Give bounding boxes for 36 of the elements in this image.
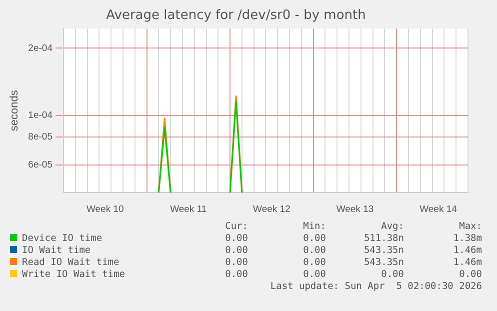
text: 0.00 [224, 269, 248, 281]
text: 0.00 [458, 269, 482, 281]
text: 0.00 [224, 233, 248, 245]
x-tick-label: Week 12 [253, 204, 290, 215]
text: 543.35n [362, 257, 404, 269]
chart-title: Average latency for /dev/sr0 - by month [106, 8, 366, 24]
text: Cur: [224, 221, 248, 233]
text: 0.00 [302, 257, 326, 269]
text: Min: [302, 221, 326, 233]
legend-label: IO Wait time [22, 245, 91, 256]
text: Avg: [380, 221, 404, 233]
legend-label: Read IO Wait time [22, 257, 120, 268]
x-tick-label: Week 10 [86, 204, 124, 215]
text: 543.35n [362, 245, 404, 257]
text: 0.00 [224, 245, 248, 257]
text: 1.46m [452, 245, 482, 257]
legend-label: Device IO time [22, 233, 102, 244]
x-tick-label: Week 11 [170, 204, 207, 215]
y-axis-title: seconds [8, 90, 21, 132]
y-tick-label: 1e-04 [28, 110, 52, 121]
text: Last update: Sun Apr 5 02:00:30 2026 [269, 281, 482, 293]
text: Max: [458, 221, 482, 233]
x-tick-label: Week 13 [336, 204, 374, 215]
legend-label: Write IO Wait time [22, 269, 125, 280]
text: 1.46m [452, 257, 482, 269]
y-tick-label: 2e-04 [28, 42, 52, 54]
text: 511.38n [362, 233, 404, 245]
text: 1.38m [452, 233, 482, 245]
text: 0.00 [302, 233, 326, 245]
x-tick-label: Week 14 [420, 204, 457, 215]
y-tick-label: 8e-05 [28, 132, 52, 143]
y-tick-label: 6e-05 [28, 159, 52, 170]
text: 0.00 [302, 245, 326, 257]
text: 0.00 [224, 257, 248, 269]
text: 0.00 [380, 269, 404, 281]
text: 0.00 [302, 269, 326, 281]
